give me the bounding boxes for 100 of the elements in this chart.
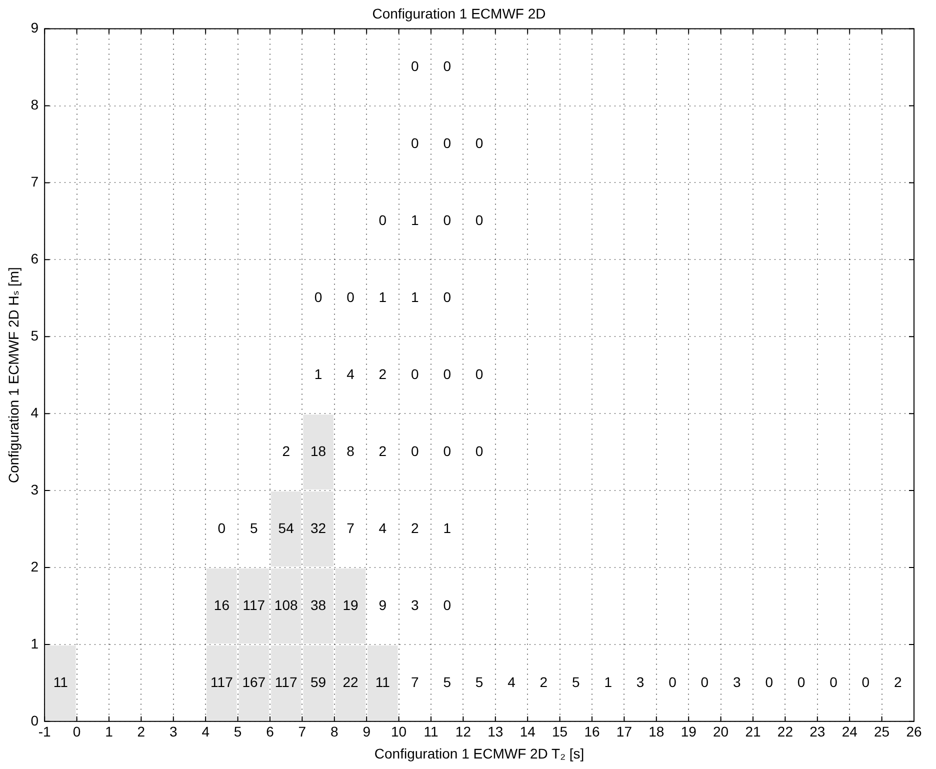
data-label: 1 [443, 520, 452, 536]
data-label: 11 [53, 674, 68, 690]
data-label: 8 [346, 442, 355, 459]
data-label: 32 [310, 520, 326, 536]
data-label: 3 [636, 674, 644, 690]
x-tick-label: 5 [234, 724, 242, 740]
data-label: 7 [410, 674, 419, 690]
x-tick-label: 18 [648, 724, 664, 740]
x-tick-label: 20 [713, 724, 729, 740]
x-tick-label: 10 [391, 724, 407, 740]
y-tick-label: 9 [30, 20, 39, 36]
data-label: 18 [310, 442, 326, 459]
x-tick-label: 19 [680, 724, 697, 740]
data-label: 167 [242, 674, 266, 690]
data-label: 0 [862, 674, 870, 690]
x-tick-label: 15 [552, 724, 568, 740]
x-tick-label: 13 [488, 724, 504, 740]
data-label: 0 [346, 289, 355, 306]
data-label: 0 [797, 674, 806, 690]
x-tick-label: 21 [745, 724, 761, 740]
data-label: 2 [540, 674, 548, 690]
data-label: 5 [250, 520, 258, 536]
x-tick-label: 1 [105, 724, 114, 740]
y-tick-label: 4 [30, 404, 39, 420]
x-tick-label: 9 [362, 724, 371, 740]
data-label: 0 [475, 212, 484, 228]
data-label: 0 [443, 212, 452, 228]
data-label: 0 [410, 442, 419, 459]
y-tick-label: 5 [30, 327, 39, 344]
data-label: 4 [378, 520, 387, 536]
data-label: 0 [765, 674, 774, 690]
data-label: 0 [410, 58, 419, 74]
data-label: 16 [214, 596, 230, 613]
data-label: 59 [310, 674, 326, 690]
y-tick-label: 2 [30, 558, 39, 574]
x-tick-label: 12 [455, 724, 472, 740]
x-tick-label: 14 [520, 724, 536, 740]
x-tick-label: 23 [810, 724, 826, 740]
x-tick-label: 2 [137, 724, 146, 740]
data-label: 1 [410, 212, 419, 228]
data-label: 0 [443, 442, 452, 459]
data-label: 5 [443, 674, 452, 690]
y-tick-label: 8 [30, 96, 39, 113]
data-label: 9 [378, 596, 387, 613]
data-label: 5 [572, 674, 580, 690]
x-tick-label: 25 [874, 724, 890, 740]
data-label: 117 [242, 596, 266, 613]
x-tick-label: -1 [38, 724, 52, 740]
x-tick-label: 7 [298, 724, 306, 740]
data-label: 1 [604, 674, 612, 690]
data-label: 117 [210, 674, 234, 690]
data-label: 2 [894, 674, 902, 690]
data-label: 3 [733, 674, 741, 690]
data-label: 0 [443, 58, 452, 74]
data-label: 1 [314, 366, 322, 382]
data-label: 0 [443, 135, 452, 152]
data-label: 19 [342, 596, 358, 613]
x-tick-label: 22 [777, 724, 794, 740]
x-tick-label: 0 [72, 724, 81, 740]
data-label: 2 [282, 442, 290, 459]
x-tick-label: 17 [616, 724, 632, 740]
y-axis-title: Configuration 1 ECMWF 2D Hₛ [m] [5, 267, 22, 484]
data-label: 0 [475, 442, 484, 459]
data-label: 11 [375, 674, 390, 690]
data-label: 0 [378, 212, 387, 228]
data-label: 0 [700, 674, 709, 690]
y-tick-label: 0 [30, 712, 39, 728]
data-label: 0 [443, 289, 452, 306]
x-tick-label: 3 [169, 724, 178, 740]
data-label: 4 [508, 674, 516, 690]
data-label: 108 [274, 596, 298, 613]
y-tick-label: 7 [30, 174, 39, 190]
data-label: 38 [310, 596, 326, 613]
data-label: 22 [342, 674, 358, 690]
data-label: 7 [346, 520, 355, 536]
data-label: 4 [346, 366, 355, 382]
data-label: 0 [410, 135, 419, 152]
data-label: 0 [830, 674, 838, 690]
chart-title: Configuration 1 ECMWF 2D [372, 5, 546, 22]
data-label: 0 [218, 520, 226, 536]
data-label: 3 [410, 596, 419, 613]
data-label: 1 [378, 289, 387, 306]
x-axis-title: Configuration 1 ECMWF 2D T₂ [s] [374, 745, 584, 762]
x-tick-label: 6 [266, 724, 274, 740]
data-label: 0 [668, 674, 677, 690]
y-tick-label: 1 [30, 635, 39, 652]
data-label: 54 [278, 520, 294, 536]
x-tick-label: 16 [584, 724, 600, 740]
x-tick-label: 4 [202, 724, 210, 740]
x-tick-label: 8 [330, 724, 338, 740]
data-label: 0 [443, 366, 452, 382]
x-tick-label: 24 [842, 724, 858, 740]
data-label: 117 [274, 674, 298, 690]
y-tick-label: 3 [30, 481, 39, 498]
data-label: 2 [378, 442, 387, 459]
data-label: 1 [410, 289, 419, 306]
x-tick-label: 26 [906, 724, 922, 740]
data-label: 0 [443, 596, 452, 613]
data-label: 0 [410, 366, 419, 382]
data-label: 0 [475, 135, 484, 152]
